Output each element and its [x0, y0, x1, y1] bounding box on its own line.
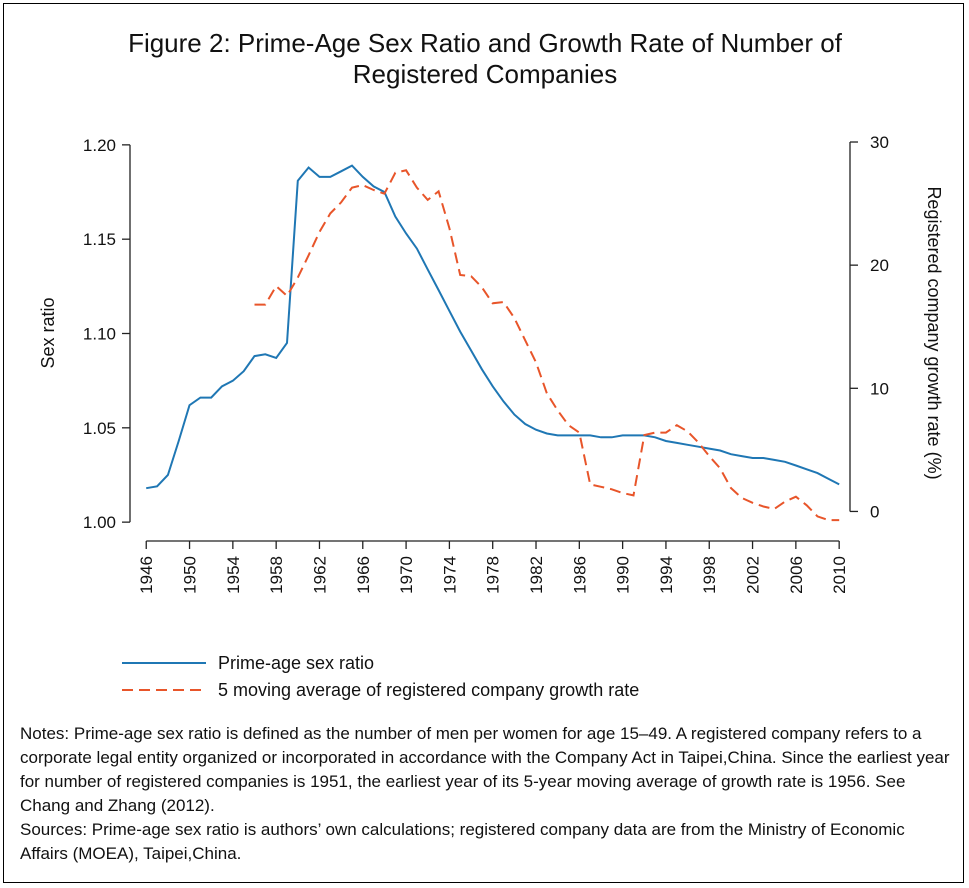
sources-text: Sources: Prime-age sex ratio is authors’…	[20, 820, 905, 863]
y-tick-label: 1.20	[83, 136, 116, 155]
y-tick-label: 1.05	[83, 419, 116, 438]
frame	[3, 3, 964, 883]
x-tick-label: 1954	[224, 556, 243, 594]
x-tick-label: 1990	[614, 556, 633, 594]
x-tick-label: 1982	[527, 556, 546, 594]
x-tick-label: 1974	[440, 556, 459, 594]
x-tick-label: 2010	[830, 556, 849, 594]
y-tick-label: 1.15	[83, 230, 116, 249]
y2-axis-label: Registered company growth rate (%)	[924, 186, 944, 479]
legend-label: 5 moving average of registered company g…	[218, 680, 639, 700]
y-tick-label: 1.00	[83, 513, 116, 532]
x-tick-label: 1966	[354, 556, 373, 594]
x-tick-label: 1958	[267, 556, 286, 594]
x-tick-label: 1970	[397, 556, 416, 594]
x-tick-label: 2002	[744, 556, 763, 594]
series-line	[254, 169, 840, 522]
legend-label: Prime-age sex ratio	[218, 653, 374, 673]
notes-text: Notes: Prime-age sex ratio is defined as…	[20, 724, 950, 815]
x-tick-label: 1950	[181, 556, 200, 594]
chart-title: Figure 2: Prime-Age Sex Ratio and Growth…	[128, 28, 842, 89]
x-tick-label: 1946	[137, 556, 156, 594]
y-tick-label: 1.10	[83, 325, 116, 344]
series-line	[146, 164, 840, 490]
notes: Notes: Prime-age sex ratio is defined as…	[20, 722, 950, 866]
x-tick-label: 1986	[570, 556, 589, 594]
x-tick-label: 1978	[484, 556, 503, 594]
title-box: Figure 2: Prime-Age Sex Ratio and Growth…	[128, 28, 842, 89]
y2-tick-label: 10	[870, 379, 889, 398]
y2-tick-label: 30	[870, 133, 889, 152]
x-tick-label: 1962	[310, 556, 329, 594]
x-tick-label: 2006	[787, 556, 806, 594]
y2-tick-label: 20	[870, 256, 889, 275]
x-tick-label: 1994	[657, 556, 676, 594]
y2-tick-label: 0	[870, 502, 879, 521]
x-tick-label: 1998	[700, 556, 719, 594]
y-axis-label: Sex ratio	[38, 297, 58, 368]
